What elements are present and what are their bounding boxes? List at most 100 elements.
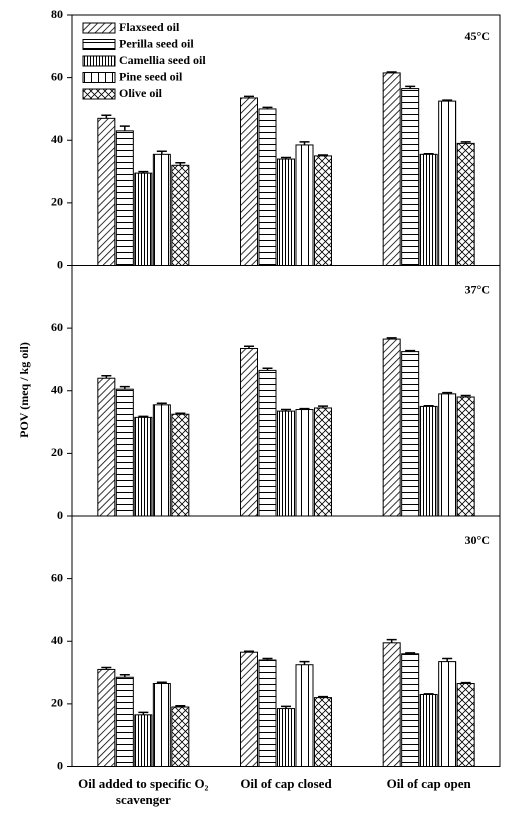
legend-swatch [82, 22, 116, 34]
bar [277, 708, 295, 768]
error-bar [156, 681, 167, 684]
bar [401, 653, 420, 768]
bar [382, 338, 401, 517]
bar [382, 642, 401, 767]
error-bar [244, 95, 254, 98]
bar [115, 130, 134, 266]
bar [258, 369, 277, 517]
bar [438, 661, 457, 768]
panel-label: 30°C [465, 533, 490, 547]
legend-label: Flaxseed oil [119, 20, 180, 34]
error-bar [262, 657, 273, 661]
y-tick-label: 20 [51, 696, 63, 710]
legend-swatch [82, 88, 116, 100]
bar [171, 706, 190, 767]
bar [97, 377, 116, 517]
error-bar [299, 141, 310, 145]
bar [419, 153, 438, 266]
error-bar [156, 150, 167, 155]
bar [401, 351, 420, 517]
error-bar [299, 660, 310, 665]
error-bar [405, 652, 416, 654]
error-bar [405, 85, 416, 89]
error-bar [423, 405, 434, 407]
bar [419, 693, 438, 768]
y-tick-label: 0 [57, 257, 63, 271]
error-bar [460, 681, 471, 684]
error-bar [460, 141, 471, 144]
bar [401, 88, 420, 266]
legend-swatch [82, 72, 116, 83]
error-bar [281, 705, 291, 709]
y-tick-label: 0 [57, 758, 63, 772]
error-bar [442, 391, 453, 394]
bar [240, 97, 258, 267]
bar [152, 683, 171, 767]
bar [97, 668, 116, 768]
bar [314, 697, 332, 767]
error-bar [138, 415, 149, 418]
bar [438, 393, 457, 517]
error-bar [119, 125, 130, 131]
error-bar [281, 156, 291, 160]
error-bar [101, 114, 112, 119]
error-bar [156, 402, 167, 405]
y-tick-label: 20 [51, 445, 63, 459]
error-bar [119, 674, 130, 678]
bar [115, 388, 134, 517]
error-bar [119, 385, 130, 390]
error-bar [405, 349, 416, 352]
bar [115, 676, 134, 768]
bar [240, 347, 258, 517]
bar [152, 153, 171, 266]
bar [295, 664, 314, 767]
error-bar [423, 152, 434, 155]
bar [277, 410, 295, 517]
y-tick-label: 20 [51, 195, 63, 209]
x-tick-label: Oil added to specific O₂ scavenger [78, 776, 209, 807]
bar [314, 407, 332, 517]
bar [314, 155, 332, 266]
bar [240, 651, 258, 767]
bar [134, 714, 153, 767]
error-bar [386, 638, 397, 643]
error-bar [138, 170, 149, 174]
bar [258, 108, 277, 266]
error-bar [175, 705, 186, 708]
bar [382, 72, 401, 266]
error-bar [423, 693, 434, 695]
bar [134, 172, 153, 266]
y-tick-label: 60 [51, 320, 63, 334]
bar [171, 413, 190, 517]
error-bar [442, 99, 453, 102]
legend-label: Olive oil [119, 86, 163, 100]
bar [97, 117, 116, 266]
y-tick-label: 80 [51, 7, 63, 21]
error-bar [386, 71, 397, 73]
bar [456, 142, 475, 267]
legend-swatch [82, 55, 116, 67]
error-bar [244, 345, 254, 349]
legend-label: Camellia seed oil [119, 53, 206, 67]
y-tick-label: 0 [57, 508, 63, 522]
error-bar [175, 162, 186, 166]
legend-swatch [82, 39, 116, 50]
error-bar [386, 337, 397, 340]
y-tick-label: 40 [51, 132, 63, 146]
error-bar [281, 408, 291, 412]
error-bar [318, 154, 328, 156]
legend-label: Perilla seed oil [119, 36, 194, 50]
panel-label: 45°C [465, 29, 490, 43]
error-bar [101, 374, 112, 379]
y-tick-label: 40 [51, 383, 63, 397]
error-bar [101, 666, 112, 670]
panel-label: 37°C [465, 282, 490, 296]
bar [134, 416, 153, 517]
error-bar [244, 650, 254, 653]
bar [456, 683, 475, 767]
bar [171, 164, 190, 266]
bar [295, 409, 314, 517]
bar [295, 144, 314, 266]
